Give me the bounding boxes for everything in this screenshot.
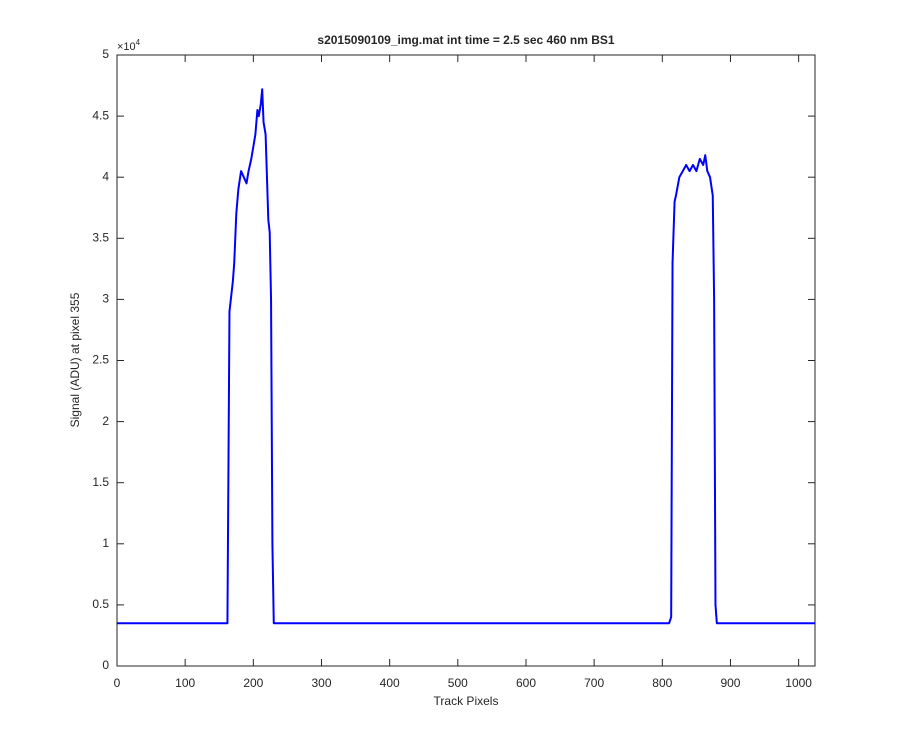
y-tick-label: 4 <box>102 169 109 183</box>
x-tick-label: 700 <box>584 676 604 690</box>
x-axis-label: Track Pixels <box>434 694 499 708</box>
x-tick-label: 0 <box>114 676 121 690</box>
x-tick-label: 800 <box>652 676 672 690</box>
data-line <box>117 88 815 625</box>
y-tick-label: 0.5 <box>92 597 109 611</box>
y-axis-label: Signal (ADU) at pixel 355 <box>68 292 82 427</box>
y-multiplier-exponent: 4 <box>136 38 141 47</box>
x-tick-label: 1000 <box>785 676 812 690</box>
y-multiplier-base: ×10 <box>117 41 136 53</box>
y-tick-label: 1.5 <box>92 475 109 489</box>
x-tick-label: 300 <box>311 676 331 690</box>
y-tick-label: 2 <box>102 414 109 428</box>
y-tick-label: 4.5 <box>92 108 109 122</box>
y-tick-label: 0 <box>102 658 109 672</box>
y-tick-label: 5 <box>102 47 109 61</box>
x-tick-label: 600 <box>516 676 536 690</box>
y-multiplier: ×104 <box>117 38 141 53</box>
y-tick-label: 3 <box>102 292 109 306</box>
y-tick-label: 3.5 <box>92 230 109 244</box>
chart-title: s2015090109_img.mat int time = 2.5 sec 4… <box>317 33 615 47</box>
x-tick-label: 400 <box>380 676 400 690</box>
plot-area <box>116 54 816 667</box>
x-tick-label: 100 <box>175 676 195 690</box>
x-tick-label: 900 <box>720 676 740 690</box>
y-tick-label: 1 <box>102 536 109 550</box>
y-tick-label: 2.5 <box>92 353 109 367</box>
x-tick-label: 500 <box>448 676 468 690</box>
x-tick-label: 200 <box>243 676 263 690</box>
